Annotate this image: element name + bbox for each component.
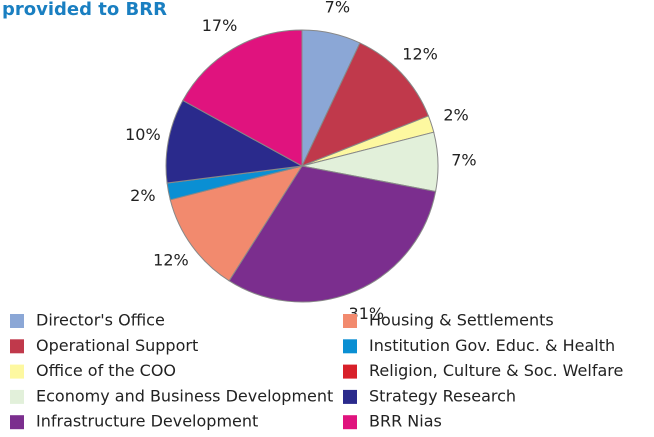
legend-swatch [10,339,24,354]
legend-label: Housing & Settlements [369,311,554,330]
legend-label: BRR Nias [369,412,442,431]
slice-label: 7% [451,150,476,169]
legend-swatch [343,364,357,379]
slice-label: 17% [202,16,238,35]
legend-label: Religion, Culture & Soc. Welfare [369,361,623,380]
slice-label: 10% [125,125,161,144]
slice-label: 12% [153,251,189,270]
pie-slice [182,29,303,167]
legend-label: Infrastructure Development [36,412,258,431]
slice-label: 12% [402,45,438,64]
legend-swatch [10,389,24,404]
slice-label: 2% [443,105,468,124]
slice-label: 7% [325,0,350,16]
legend-swatch [343,389,357,404]
legend-swatch [343,339,357,354]
slice-label: 31% [349,304,385,323]
legend-swatch [343,415,357,430]
chart-title: provided to BRR [2,0,167,20]
legend-swatch [343,314,357,328]
pie-slice [165,99,304,184]
legend-swatch [10,415,24,430]
slice-label: 2% [130,186,155,205]
legend-label: Director's Office [36,311,165,330]
legend-label: Strategy Research [369,386,516,405]
legend-swatch [10,314,24,328]
legend-swatch [10,364,24,379]
legend-label: Economy and Business Development [36,386,333,405]
legend-label: Office of the COO [36,361,176,380]
pie-slice [169,165,304,282]
legend-label: Institution Gov. Educ. & Health [369,336,615,355]
legend-label: Operational Support [36,336,198,355]
pie-slice [301,42,430,167]
